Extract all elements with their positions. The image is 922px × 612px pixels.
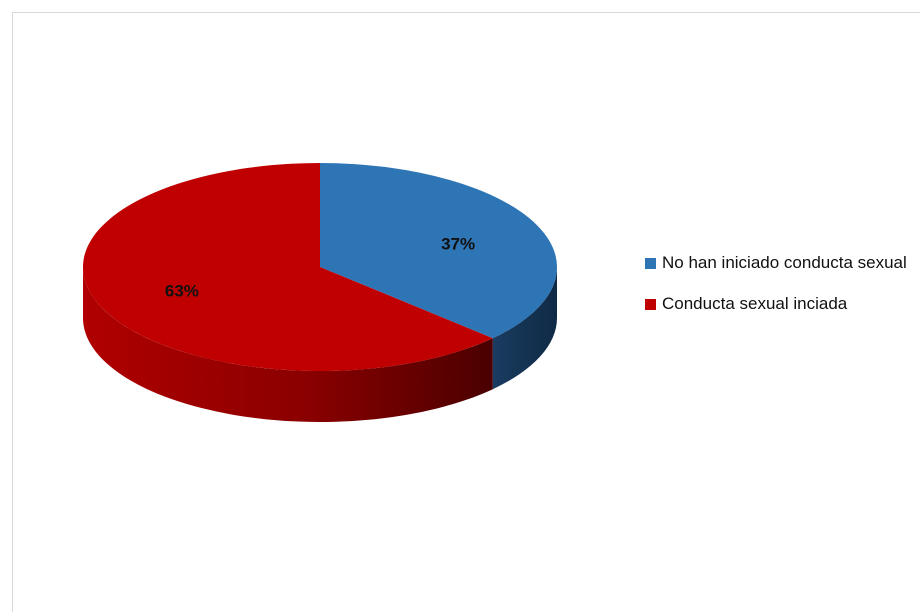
legend-item: Conducta sexual inciada — [645, 291, 917, 317]
pie-slice-no-han-iniciado-conducta-sexual — [320, 163, 557, 339]
legend-swatch — [645, 299, 656, 310]
legend: No han iniciado conducta sexual Conducta … — [645, 250, 917, 332]
data-label-no-han-iniciado-conducta-sexual: 37% — [441, 235, 475, 254]
legend-swatch — [645, 258, 656, 269]
data-label-conducta-sexual-inciada: 63% — [165, 282, 199, 301]
legend-item: No han iniciado conducta sexual — [645, 250, 917, 276]
pie-side-no-han-iniciado-conducta-sexual — [492, 267, 557, 390]
pie-side-conducta-sexual-inciada — [83, 267, 493, 422]
chart-frame — [12, 12, 920, 612]
legend-label: Conducta sexual inciada — [662, 294, 848, 313]
pie-slice-conducta-sexual-inciada — [82, 163, 493, 371]
legend-label: No han iniciado conducta sexual — [662, 253, 907, 272]
